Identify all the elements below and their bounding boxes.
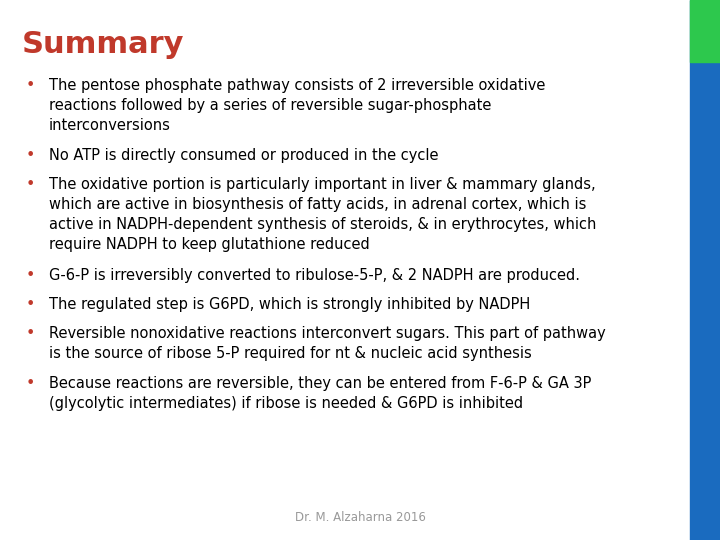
Text: G-6-P is irreversibly converted to ribulose-5-P, & 2 NADPH are produced.: G-6-P is irreversibly converted to ribul…	[49, 268, 580, 283]
Text: The oxidative portion is particularly important in liver & mammary glands,
which: The oxidative portion is particularly im…	[49, 178, 596, 252]
Text: •: •	[25, 326, 35, 341]
Text: Dr. M. Alzaharna 2016: Dr. M. Alzaharna 2016	[294, 511, 426, 524]
Text: Summary: Summary	[22, 30, 184, 59]
Text: •: •	[25, 376, 35, 391]
Text: •: •	[25, 268, 35, 283]
Text: •: •	[25, 297, 35, 312]
Text: •: •	[25, 178, 35, 192]
Text: •: •	[25, 78, 35, 93]
Text: •: •	[25, 148, 35, 163]
Text: Reversible nonoxidative reactions interconvert sugars. This part of pathway
is t: Reversible nonoxidative reactions interc…	[49, 326, 606, 361]
Text: Because reactions are reversible, they can be entered from F-6-P & GA 3P
(glycol: Because reactions are reversible, they c…	[49, 376, 591, 410]
Text: No ATP is directly consumed or produced in the cycle: No ATP is directly consumed or produced …	[49, 148, 438, 163]
Bar	[690, 0, 720, 540]
Bar	[690, 0, 720, 62]
Text: The regulated step is G6PD, which is strongly inhibited by NADPH: The regulated step is G6PD, which is str…	[49, 297, 530, 312]
Text: The pentose phosphate pathway consists of 2 irreversible oxidative
reactions fol: The pentose phosphate pathway consists o…	[49, 78, 545, 133]
